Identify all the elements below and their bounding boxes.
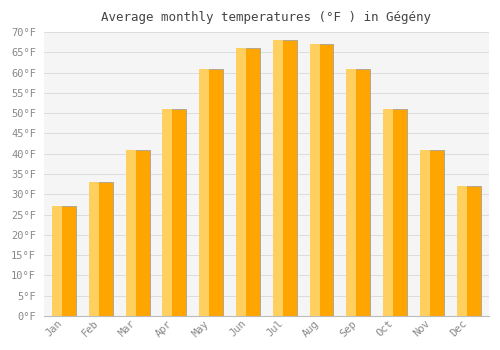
Bar (52, 206, 76, 316)
Bar (236, 48, 246, 316)
Bar (346, 69, 370, 316)
Bar (89, 182, 99, 316)
Bar (456, 186, 466, 316)
Title: Average monthly temperatures (°F ) in Gégény: Average monthly temperatures (°F ) in Gé… (102, 11, 431, 24)
Bar (236, 48, 260, 316)
Bar (383, 109, 393, 316)
Bar (420, 150, 430, 316)
Bar (310, 44, 334, 316)
Bar (383, 109, 407, 316)
Bar (310, 44, 320, 316)
Bar (346, 69, 356, 316)
Bar (162, 109, 186, 316)
Bar (199, 69, 223, 316)
Bar (199, 69, 209, 316)
Bar (126, 150, 150, 316)
Bar (126, 150, 136, 316)
Bar (162, 109, 172, 316)
Bar (52, 206, 62, 316)
Bar (456, 186, 480, 316)
Bar (273, 40, 283, 316)
Bar (89, 182, 112, 316)
Bar (420, 150, 444, 316)
Bar (273, 40, 296, 316)
